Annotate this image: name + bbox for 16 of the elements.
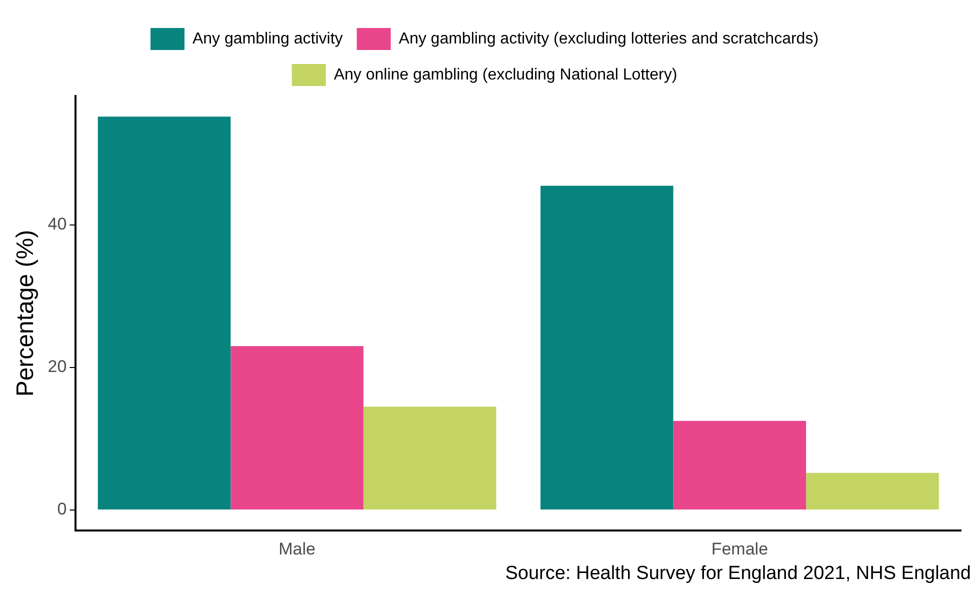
y-axis-title: Percentage (%) [12, 230, 40, 397]
bar [230, 346, 364, 510]
y-tick-label: 40 [48, 214, 67, 234]
legend-label: Any gambling activity [192, 30, 343, 48]
legend-label: Any online gambling (excluding National Lottery) [334, 66, 678, 84]
source-note: Source: Health Survey for England 2021, NHS England [504, 563, 971, 585]
bar [363, 406, 496, 510]
x-tick-label: Female [711, 539, 768, 558]
bar [806, 472, 939, 510]
bar [540, 186, 674, 510]
x-tick-label: Male [278, 539, 316, 558]
legend-label: Any gambling activity (excluding lotteries and scratchcards) [398, 30, 819, 48]
bar [673, 420, 806, 510]
bar [98, 116, 231, 510]
y-tick-label: 20 [48, 357, 67, 376]
y-tick-label: 0 [57, 500, 67, 519]
